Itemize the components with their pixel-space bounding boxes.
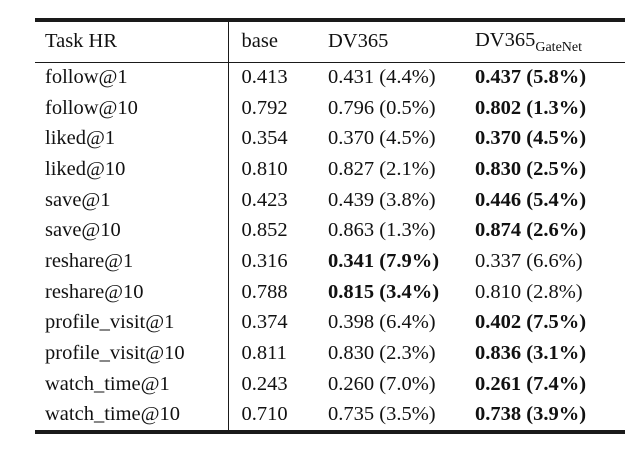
base-cell: 0.316 <box>227 246 328 277</box>
task-cell: follow@10 <box>45 96 138 119</box>
bottom-rule <box>35 430 625 435</box>
base-cell: 0.792 <box>227 92 328 124</box>
dv365-cell: 0.815 (3.4%) <box>328 280 440 303</box>
gatenet-cell: 0.446 (5.4%) <box>475 188 587 211</box>
table-header: Task HR base DV365 DV365GateNet <box>35 22 625 63</box>
task-cell: profile_visit@1 <box>45 311 175 334</box>
table-row: save@1 0.423 0.439 (3.8%) 0.446 (5.4%) <box>35 184 625 216</box>
header-dv365-gatenet-subscript: GateNet <box>535 39 583 55</box>
task-cell: save@10 <box>45 219 121 242</box>
base-cell: 0.243 <box>227 368 328 400</box>
dv365-cell: 0.827 (2.1%) <box>328 157 436 180</box>
table-row: liked@10 0.810 0.827 (2.1%) 0.830 (2.5%) <box>35 154 625 185</box>
header-base: base <box>227 22 328 63</box>
task-cell: watch_time@1 <box>45 372 170 395</box>
gatenet-cell: 0.370 (4.5%) <box>475 127 587 150</box>
dv365-cell: 0.341 (7.9%) <box>328 249 440 272</box>
table-row: follow@10 0.792 0.796 (0.5%) 0.802 (1.3%) <box>35 92 625 124</box>
dv365-cell: 0.735 (3.5%) <box>328 403 436 426</box>
dv365-cell: 0.830 (2.3%) <box>328 342 436 365</box>
gatenet-cell: 0.802 (1.3%) <box>475 96 587 119</box>
task-cell: watch_time@10 <box>45 403 181 426</box>
table-row: watch_time@1 0.243 0.260 (7.0%) 0.261 (7.4%… <box>35 368 625 400</box>
gatenet-cell: 0.830 (2.5%) <box>475 157 587 180</box>
dv365-cell: 0.431 (4.4%) <box>328 66 436 89</box>
top-rule <box>35 18 625 22</box>
base-cell: 0.374 <box>227 307 328 339</box>
base-cell: 0.710 <box>227 399 328 431</box>
base-cell: 0.423 <box>227 184 328 216</box>
dv365-cell: 0.439 (3.8%) <box>328 188 436 211</box>
base-cell: 0.811 <box>227 338 328 369</box>
gatenet-cell: 0.437 (5.8%) <box>475 66 587 89</box>
gatenet-cell: 0.836 (3.1%) <box>475 342 587 365</box>
base-cell: 0.788 <box>227 276 328 308</box>
base-cell: 0.810 <box>227 154 328 185</box>
task-cell: save@1 <box>45 188 111 211</box>
header-task-hr: Task HR <box>35 22 228 63</box>
base-cell: 0.354 <box>227 123 328 155</box>
results-table: Task HR base DV365 DV365GateNet follow@1… <box>35 22 625 431</box>
paper-results-table: Task HR base DV365 DV365GateNet follow@1… <box>35 18 625 435</box>
table-row: reshare@1 0.316 0.341 (7.9%) 0.337 (6.6%) <box>35 246 625 277</box>
table-body: follow@1 0.413 0.431 (4.4%) 0.437 (5.8%) fol… <box>35 62 625 431</box>
task-cell: follow@1 <box>45 66 128 89</box>
header-row: Task HR base DV365 DV365GateNet <box>35 22 625 63</box>
table-row: profile_visit@1 0.374 0.398 (6.4%) 0.402 (7… <box>35 307 625 339</box>
gatenet-cell: 0.810 (2.8%) <box>475 280 583 303</box>
gatenet-cell: 0.402 (7.5%) <box>475 311 587 334</box>
header-dv365: DV365 <box>328 22 475 63</box>
header-dv365-gatenet-main: DV365 <box>475 28 536 51</box>
dv365-cell: 0.796 (0.5%) <box>328 96 436 119</box>
task-cell: liked@1 <box>45 127 116 150</box>
dv365-cell: 0.863 (1.3%) <box>328 219 436 242</box>
dv365-cell: 0.398 (6.4%) <box>328 311 436 334</box>
gatenet-cell: 0.337 (6.6%) <box>475 249 583 272</box>
table-row: profile_visit@10 0.811 0.830 (2.3%) 0.836 (… <box>35 338 625 369</box>
base-cell: 0.852 <box>227 215 328 247</box>
gatenet-cell: 0.261 (7.4%) <box>475 372 587 395</box>
table-row: follow@1 0.413 0.431 (4.4%) 0.437 (5.8%) <box>35 62 625 93</box>
header-dv365-gatenet: DV365GateNet <box>475 22 625 63</box>
dv365-cell: 0.370 (4.5%) <box>328 127 436 150</box>
task-cell: profile_visit@10 <box>45 342 185 365</box>
gatenet-cell: 0.874 (2.6%) <box>475 219 587 242</box>
table-row: watch_time@10 0.710 0.735 (3.5%) 0.738 (3.9… <box>35 399 625 431</box>
base-cell: 0.413 <box>227 62 328 93</box>
gatenet-cell: 0.738 (3.9%) <box>475 403 587 426</box>
task-cell: reshare@1 <box>45 249 134 272</box>
task-cell: liked@10 <box>45 157 126 180</box>
table-row: liked@1 0.354 0.370 (4.5%) 0.370 (4.5%) <box>35 123 625 155</box>
dv365-cell: 0.260 (7.0%) <box>328 372 436 395</box>
table-row: reshare@10 0.788 0.815 (3.4%) 0.810 (2.8%) <box>35 276 625 308</box>
task-cell: reshare@10 <box>45 280 144 303</box>
table-row: save@10 0.852 0.863 (1.3%) 0.874 (2.6%) <box>35 215 625 247</box>
